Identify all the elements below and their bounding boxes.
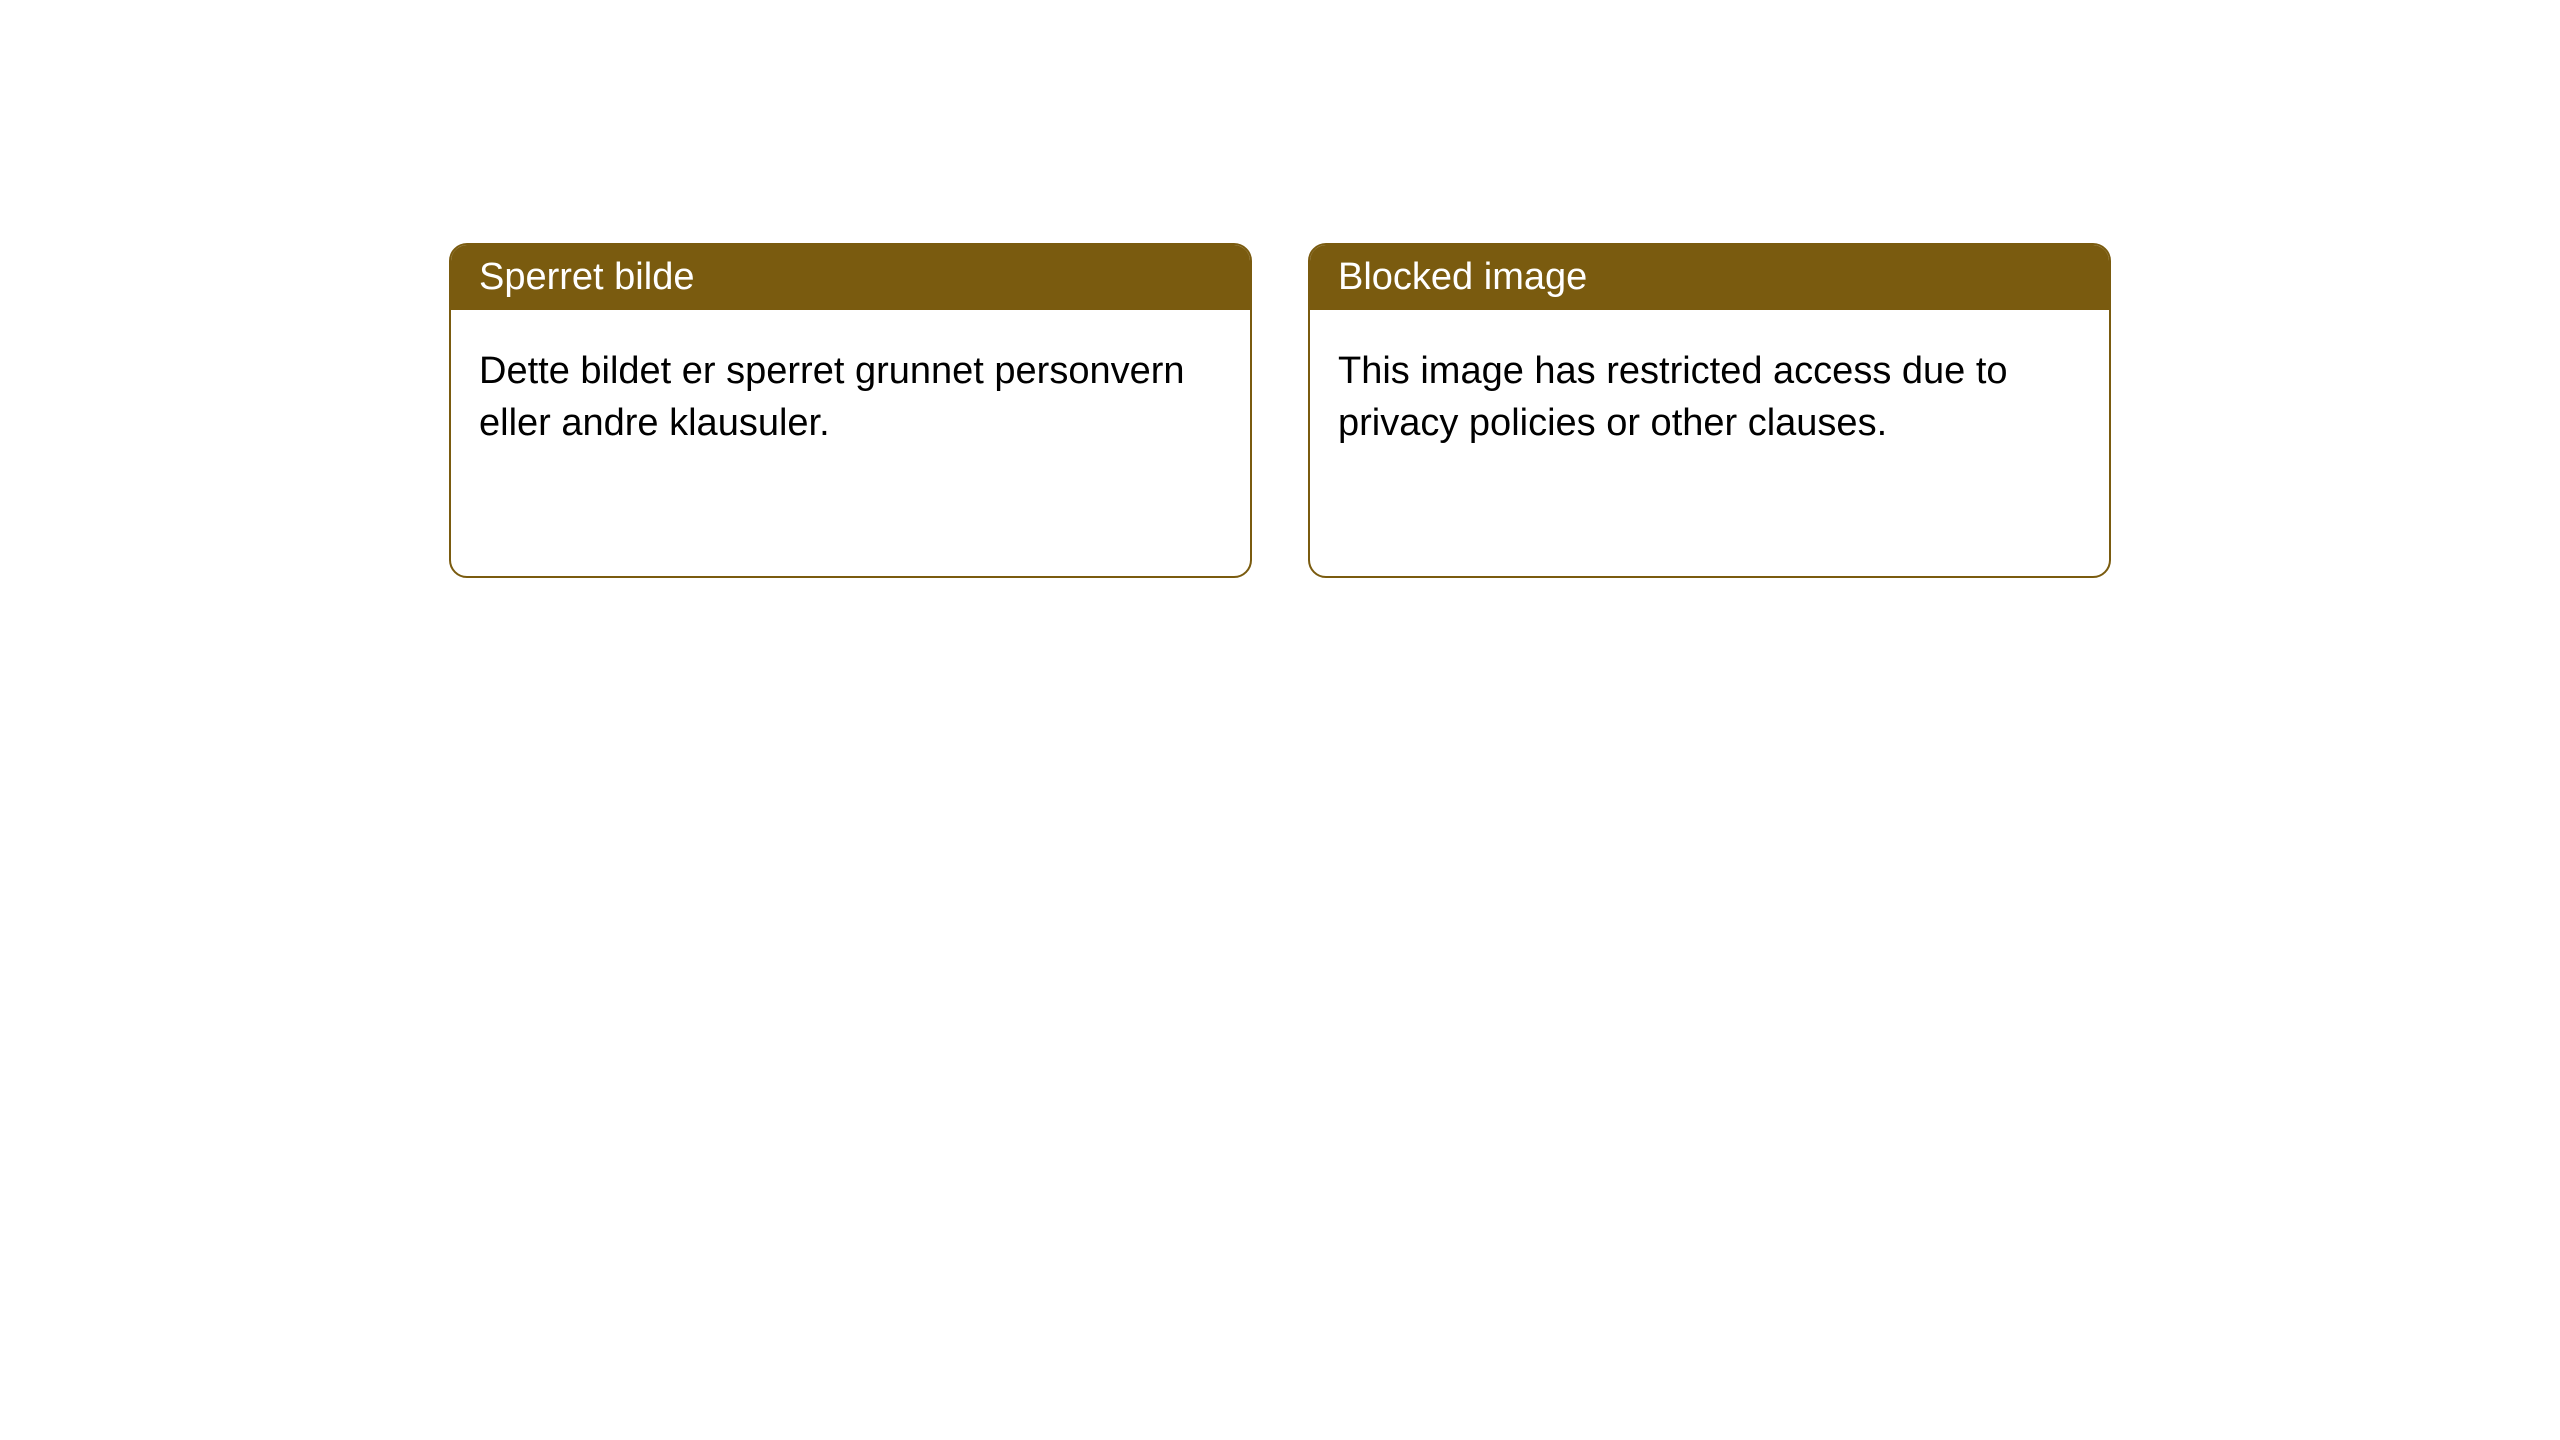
notice-body: Dette bildet er sperret grunnet personve… (451, 310, 1250, 485)
notice-card-english: Blocked image This image has restricted … (1308, 243, 2111, 578)
notice-title: Blocked image (1310, 245, 2109, 310)
notice-title: Sperret bilde (451, 245, 1250, 310)
notice-body: This image has restricted access due to … (1310, 310, 2109, 485)
notice-container: Sperret bilde Dette bildet er sperret gr… (0, 0, 2560, 578)
notice-card-norwegian: Sperret bilde Dette bildet er sperret gr… (449, 243, 1252, 578)
